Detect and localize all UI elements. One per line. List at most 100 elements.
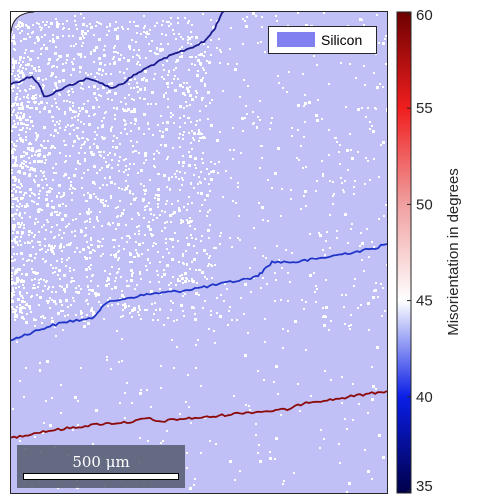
noise-pixel — [144, 234, 146, 236]
noise-pixel — [183, 82, 185, 84]
noise-pixel — [165, 242, 167, 244]
noise-pixel — [27, 205, 29, 207]
noise-pixel — [314, 291, 316, 293]
noise-pixel — [25, 49, 27, 51]
noise-pixel — [367, 302, 370, 305]
noise-pixel — [63, 175, 65, 177]
noise-pixel — [42, 79, 44, 81]
noise-pixel — [189, 56, 191, 58]
noise-pixel — [18, 21, 21, 24]
noise-pixel — [12, 58, 14, 60]
grain-boundary-lower — [11, 390, 387, 439]
noise-pixel — [99, 241, 101, 243]
noise-pixel — [188, 37, 191, 40]
noise-pixel — [116, 37, 119, 40]
noise-pixel — [82, 23, 85, 26]
noise-pixel — [188, 132, 190, 134]
noise-pixel — [30, 85, 32, 87]
noise-pixel — [19, 116, 21, 118]
noise-pixel — [128, 94, 130, 96]
noise-pixel — [64, 291, 66, 293]
noise-pixel — [84, 141, 86, 143]
noise-pixel — [200, 64, 202, 66]
noise-pixel — [99, 211, 101, 213]
noise-pixel — [146, 269, 148, 271]
noise-pixel — [59, 285, 61, 287]
noise-pixel — [125, 169, 127, 171]
noise-pixel — [114, 92, 117, 95]
noise-pixel — [281, 188, 283, 190]
noise-pixel — [107, 305, 109, 307]
noise-pixel — [11, 275, 13, 277]
noise-pixel — [58, 93, 60, 95]
noise-pixel — [97, 88, 99, 90]
noise-pixel — [154, 25, 156, 27]
noise-pixel — [136, 284, 138, 286]
noise-pixel — [167, 317, 169, 319]
noise-pixel — [302, 167, 304, 169]
noise-pixel — [201, 99, 203, 101]
noise-pixel — [189, 94, 192, 97]
noise-pixel — [349, 328, 351, 330]
noise-pixel — [165, 34, 167, 36]
noise-pixel — [11, 190, 13, 192]
noise-pixel — [25, 165, 27, 167]
noise-pixel — [219, 235, 221, 237]
noise-pixel — [36, 22, 38, 24]
noise-pixel — [163, 324, 165, 326]
noise-pixel — [259, 167, 261, 169]
noise-pixel — [130, 203, 132, 205]
noise-pixel — [206, 253, 208, 255]
noise-pixel — [100, 23, 102, 25]
noise-pixel — [118, 160, 120, 162]
noise-pixel — [384, 310, 386, 312]
noise-pixel — [95, 97, 97, 99]
noise-pixel — [137, 91, 139, 93]
noise-pixel — [17, 298, 20, 301]
noise-pixel — [59, 300, 62, 303]
noise-pixel — [157, 274, 159, 276]
noise-pixel — [96, 79, 98, 81]
noise-pixel — [270, 122, 272, 124]
noise-pixel — [215, 247, 217, 249]
noise-pixel — [343, 191, 345, 193]
noise-pixel — [47, 249, 49, 251]
noise-pixel — [22, 284, 24, 286]
noise-pixel — [142, 198, 145, 201]
noise-pixel — [119, 402, 121, 404]
noise-pixel — [50, 213, 53, 216]
noise-pixel — [78, 54, 80, 56]
noise-pixel — [163, 273, 166, 276]
noise-pixel — [172, 114, 174, 116]
noise-pixel — [255, 15, 257, 17]
noise-pixel — [27, 242, 29, 244]
noise-pixel — [20, 112, 22, 114]
noise-pixel — [120, 276, 122, 278]
noise-pixel — [140, 169, 143, 172]
noise-pixel — [169, 238, 171, 240]
noise-pixel — [28, 157, 30, 159]
noise-pixel — [77, 291, 80, 294]
noise-pixel — [274, 458, 276, 460]
noise-pixel — [35, 139, 37, 141]
noise-pixel — [22, 297, 24, 299]
noise-pixel — [191, 63, 193, 65]
noise-pixel — [186, 467, 188, 469]
noise-pixel — [129, 21, 131, 23]
noise-pixel — [147, 225, 150, 228]
noise-pixel — [29, 88, 31, 90]
noise-pixel — [162, 256, 164, 258]
noise-pixel — [64, 315, 66, 317]
noise-pixel — [79, 53, 82, 56]
noise-pixel — [37, 241, 39, 243]
noise-pixel — [169, 214, 172, 217]
noise-pixel — [69, 155, 71, 157]
noise-pixel — [248, 405, 250, 407]
noise-pixel — [151, 40, 153, 42]
noise-pixel — [280, 299, 282, 301]
noise-pixel — [46, 184, 48, 186]
noise-pixel — [168, 25, 170, 27]
noise-pixel — [29, 195, 31, 197]
noise-pixel — [29, 72, 31, 74]
